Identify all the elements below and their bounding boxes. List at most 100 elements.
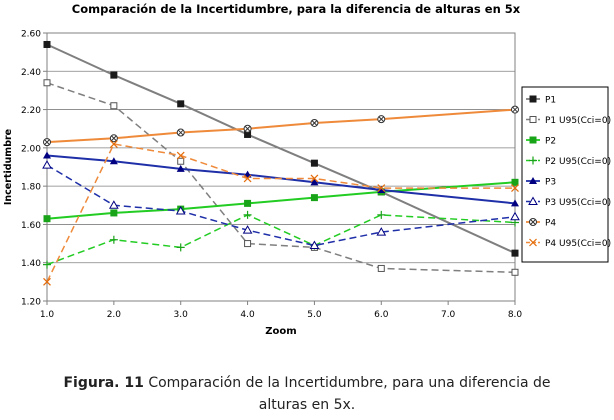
data-point	[109, 157, 118, 165]
data-point	[43, 79, 51, 87]
legend-marker	[529, 95, 537, 103]
y-tick-label: 2.20	[21, 106, 41, 116]
x-tick-label: 3.0	[174, 310, 189, 320]
legend-marker	[529, 136, 537, 144]
data-point	[242, 225, 253, 234]
legend-marker	[529, 156, 537, 165]
data-point	[109, 235, 118, 244]
data-point	[377, 115, 386, 124]
data-point	[377, 210, 386, 219]
legend-box	[521, 86, 609, 263]
data-point	[176, 243, 185, 252]
y-tick-label: 1.40	[21, 259, 41, 269]
data-point	[43, 138, 51, 147]
data-point	[43, 260, 51, 269]
legend-item: P4	[526, 218, 556, 229]
x-axis-ticks: 1.0 2.0 3.0 4.0 5.0 6.0 7.0 8.0	[40, 301, 523, 320]
data-point	[310, 178, 319, 186]
y-axis-ticks: 1.20 1.40 1.60 1.80 2.00 2.20 2.40 2.60	[21, 30, 47, 308]
legend-marker	[529, 238, 537, 247]
data-point	[42, 160, 52, 169]
y-tick-label: 1.60	[21, 221, 41, 231]
legend-item: P1	[526, 95, 556, 106]
legend-item: P4 U95(Cci=0)	[526, 238, 611, 249]
data-point	[177, 100, 185, 108]
plot-area	[46, 32, 516, 302]
data-point	[176, 151, 185, 160]
data-point	[110, 102, 118, 110]
data-point	[108, 200, 119, 209]
caption-line-1: Comparación de la Incertidumbre, para un…	[148, 375, 551, 391]
series-6	[42, 160, 520, 249]
legend-label: P2	[545, 137, 556, 147]
data-point	[511, 184, 519, 192]
legend-label: P2 U95(Cci=0)	[545, 157, 611, 167]
figure-caption: Figura. 11 Comparación de la Incertidumb…	[0, 372, 614, 416]
data-point	[43, 277, 51, 286]
data-point	[243, 210, 252, 219]
data-point	[176, 164, 185, 172]
data-point	[377, 264, 385, 272]
legend-marker	[529, 116, 537, 123]
series-7	[43, 105, 519, 147]
data-point	[310, 194, 318, 202]
x-tick-label: 8.0	[508, 310, 523, 320]
data-point	[175, 206, 186, 215]
legend-marker	[529, 177, 537, 184]
y-tick-label: 2.60	[21, 30, 41, 40]
y-axis-label: Incertidumbre	[3, 129, 14, 205]
legend-label: P4	[545, 219, 556, 229]
data-point	[109, 134, 118, 143]
caption-line-2: alturas en 5x.	[258, 397, 356, 413]
legend-item: P2	[526, 136, 556, 147]
data-point	[510, 211, 520, 221]
data-point	[177, 157, 185, 165]
data-point	[243, 174, 252, 183]
legend-item: P3	[526, 177, 556, 188]
y-tick-label: 1.20	[21, 298, 41, 308]
data-point	[376, 227, 387, 236]
x-axis-label: Zoom	[265, 326, 296, 337]
legend-marker	[528, 196, 538, 205]
legend-label: P1 U95(Cci=0)	[545, 116, 611, 126]
legend-item: P3 U95(Cci=0)	[526, 196, 611, 208]
data-point	[244, 240, 252, 248]
data-point	[310, 174, 319, 183]
data-point	[511, 178, 519, 186]
legend-item: P2 U95(Cci=0)	[526, 156, 611, 167]
data-point	[110, 209, 118, 217]
series-8	[43, 140, 519, 286]
legend-label: P1	[545, 96, 556, 106]
y-tick-label: 1.80	[21, 183, 41, 193]
legend: P1 P1 U95(Cci=0) P2 P2 U95(Cci=0) P3 P3 U95(C…	[521, 86, 611, 263]
data-point	[43, 215, 51, 223]
data-point	[310, 118, 319, 127]
data-point	[511, 249, 519, 257]
x-tick-label: 2.0	[107, 310, 122, 320]
chart-title: Comparación de la Incertidumbre, para la…	[72, 2, 521, 16]
data-point	[43, 40, 51, 48]
data-point	[244, 199, 252, 207]
y-tick-label: 2.40	[21, 68, 41, 78]
series-layer	[42, 40, 520, 286]
data-point	[110, 71, 118, 79]
data-point	[310, 159, 318, 167]
data-point	[377, 184, 386, 192]
legend-item: P1 U95(Cci=0)	[526, 116, 611, 126]
data-point	[309, 240, 320, 249]
x-tick-label: 5.0	[307, 310, 322, 320]
series-5	[43, 151, 519, 207]
x-tick-label: 1.0	[40, 310, 55, 320]
x-tick-label: 6.0	[374, 310, 389, 320]
legend-label: P3 U95(Cci=0)	[545, 198, 611, 208]
legend-label: P4 U95(Cci=0)	[545, 239, 611, 249]
data-point	[511, 105, 519, 114]
legend-label: P3	[545, 178, 556, 188]
y-tick-label: 2.00	[21, 144, 41, 154]
data-point	[511, 268, 519, 276]
data-point	[176, 128, 185, 137]
chart: Comparación de la Incertidumbre, para la…	[3, 2, 611, 337]
data-point	[109, 140, 118, 148]
legend-marker	[529, 218, 537, 226]
x-tick-label: 4.0	[240, 310, 255, 320]
